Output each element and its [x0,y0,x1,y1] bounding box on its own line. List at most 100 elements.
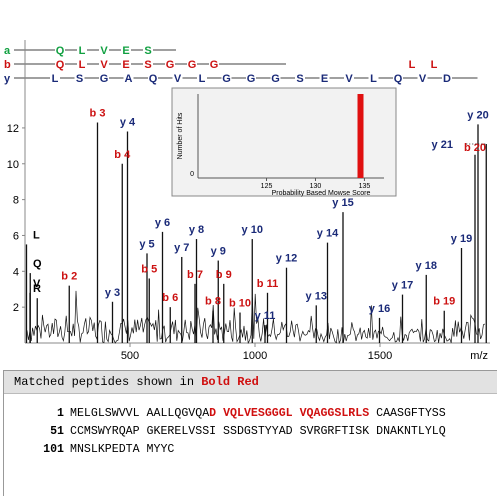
peak-label-b5: b 5 [141,263,157,275]
peak-label-b8: b 8 [205,296,221,308]
peak-label-y12: y 12 [276,253,297,265]
peak-label-b10: b 10 [229,298,251,310]
ladder-cell [295,72,305,84]
peak-label-y13: y 13 [306,290,327,302]
ladder-residue: Q [56,45,65,57]
ladder-residue: L [79,45,86,57]
ladder-cell [121,58,131,70]
ladder-cell [148,72,158,84]
sequence-start-number: 51 [50,425,64,438]
ladder-cell [143,58,153,70]
x-tick-label: 500 [121,350,139,362]
matched-peptide-segment: D VQLVESGGGL VQAGGSLRLS [209,407,370,420]
peak-label-y10: y 10 [242,224,263,236]
ladder-cell [319,72,330,84]
protein-sequence: 1 MELGLSWVVL AALLQGVQAD VQLVESGGGL VQAGGS… [4,405,446,459]
peak-label-V: V [33,278,41,290]
ladder-residue: Q [149,73,158,85]
sequence-start-number: 101 [43,443,64,456]
peak-label-R: R [33,283,41,295]
ladder-residue: E [122,59,129,71]
sequence-row: 101 MNSLKPEDTA MYYC [4,441,446,459]
ladder-cell [99,58,109,70]
ladder-cell [442,72,452,84]
ladder-cell [407,58,417,70]
x-axis-label: m/z [470,350,488,362]
ladder-cell [187,58,197,70]
ladder-residue: G [222,73,231,85]
matched-peptides-panel: Matched peptides shown in Bold Red 1 MELG… [3,370,497,496]
peak-label-L: L [33,229,40,241]
ladder-cell [74,72,85,84]
inset-y-tick-label: 0 [190,171,194,178]
ladder-row-label-b: b [4,59,11,71]
ladder-residue: S [144,45,151,57]
chart-axes: 2 4 6 8 10 12 500 1000 1500 m/z [7,40,490,362]
peak-label-b9: b 9 [216,269,232,281]
inset-x-tick-label: 130 [310,183,322,190]
ladder-cell [197,72,207,84]
inset-x-tick-label: 125 [261,183,273,190]
ladder-residue: A [125,73,133,85]
ladder-cell [77,58,87,70]
peak-label-b11: b 11 [257,278,278,290]
ladder-residue: S [76,73,83,85]
ladder-cell [165,58,175,70]
ladder-residue: G [271,73,280,85]
ladder-cell [209,58,219,70]
peak-label-y21: y 21 [432,139,453,151]
peak-label-y9: y 9 [211,246,226,258]
ladder-residue: G [166,59,175,71]
sequence-segment: CAASGFTYSS [369,407,446,420]
ladder-residue: V [174,73,182,85]
sequence-segment: MNSLKPEDTA MYYC [70,443,175,456]
ladder-residue: L [52,73,59,85]
ladder-cell [99,72,109,84]
ladder-residue: L [431,59,438,71]
peak-label-y7: y 7 [174,242,189,254]
ladder-cell [344,72,354,84]
peak-label-y15: y 15 [332,197,353,209]
spectrum-chart: a Q L V E Sb Q L V E S G G G L Ly L S G A Q V L G G G S E V L Q V D 2468… [4,40,490,362]
ladder-residue: V [100,45,108,57]
panel-header-highlight: Bold Red [201,375,259,389]
ladder-residue: V [419,73,427,85]
panel-header: Matched peptides shown in Bold Red [4,371,497,394]
ladder-residue: G [247,73,256,85]
ladder-cell [143,44,153,56]
sequence-start-number: 1 [57,407,64,420]
ladder-cell [55,58,65,70]
inset-x-axis-label: Probability Based Mowse Score [272,190,371,197]
ladder-residue: S [144,59,151,71]
ladder-residue: Q [394,73,403,85]
ladder-residue: L [199,73,206,85]
ladder-cell [99,44,109,56]
ladder-residue: L [79,59,86,71]
peak-label-b2: b 2 [61,271,77,283]
x-tick-label: 1000 [243,350,267,362]
ladder-cell [221,72,232,84]
peak-label-y17: y 17 [392,280,413,292]
y-tick-label: 10 [7,159,19,171]
ladder-residue: D [443,73,451,85]
inset-x-tick-label: 135 [359,183,371,190]
ladder-cell [55,44,65,56]
peak-labels: VR Q Lb 2 b 3 y 3 b 4 y 4 y 5 b 5 y 6 b 6 y 7 b 7 y 8… [33,108,489,323]
peak-sticks [25,122,487,343]
peak-label-b19: b 19 [433,296,455,308]
score-histogram-inset: 125 130 135 0 Probability Based Mowse Score N… [171,87,397,197]
peak-label-y20: y 20 [467,109,488,121]
ladder-cell [393,72,403,84]
y-tick-label: 6 [13,230,19,242]
noise-line [26,290,485,345]
inset-y-axis-label: Number of Hits [177,112,184,159]
y-tick-label: 4 [13,266,19,278]
ladder-residue: S [296,73,303,85]
panel-header-text: Matched peptides shown in [14,375,202,389]
ladder-cell [368,72,379,84]
peak-label-Q: Q [33,258,42,270]
ladder-residue: G [188,59,197,71]
peak-label-b3: b 3 [90,108,106,120]
ladder-cell [429,58,439,70]
x-tick-label: 1500 [368,350,392,362]
